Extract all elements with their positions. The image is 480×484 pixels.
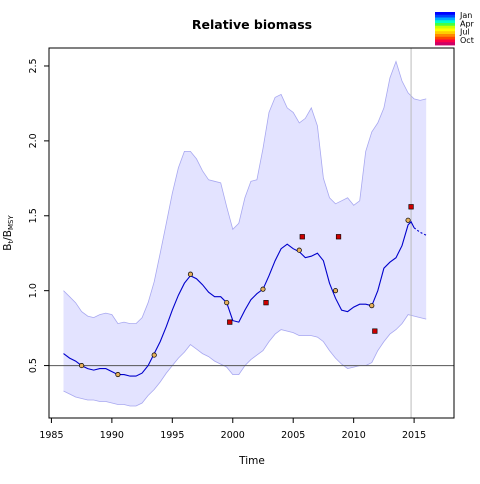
legend-label: Jul bbox=[459, 28, 470, 37]
legend-color-swatch bbox=[435, 25, 455, 29]
legend-label: Oct bbox=[460, 36, 474, 45]
legend-color-swatch bbox=[435, 42, 455, 46]
legend-color-swatch bbox=[435, 23, 455, 27]
legend-color-swatch bbox=[435, 31, 455, 35]
state-point bbox=[224, 300, 230, 306]
index-point bbox=[335, 234, 342, 240]
x-tick-label: 2005 bbox=[281, 430, 305, 441]
x-axis: 1985 1990 1995 2000 2005 2010 2015 bbox=[39, 418, 426, 441]
median-line-layer bbox=[63, 220, 427, 377]
y-axis-label-sep: /B bbox=[2, 230, 14, 241]
median-biomass-line bbox=[63, 220, 415, 377]
y-axis-label: Bt/BMSY bbox=[2, 215, 15, 251]
index-point bbox=[227, 319, 233, 325]
legend-color-swatch bbox=[435, 17, 455, 21]
legend-color-swatch bbox=[435, 39, 455, 43]
x-tick-label: 1990 bbox=[100, 430, 124, 441]
x-tick-label: 2000 bbox=[221, 430, 245, 441]
index-point bbox=[299, 234, 305, 240]
legend-color-swatch bbox=[435, 28, 455, 32]
state-point bbox=[369, 303, 375, 309]
state-point bbox=[296, 247, 302, 253]
x-tick-label: 2015 bbox=[402, 430, 426, 441]
credible-band-layer bbox=[63, 60, 427, 407]
y-tick-label: 2.5 bbox=[28, 58, 39, 73]
y-tick-label: 0.5 bbox=[28, 358, 39, 373]
state-point bbox=[79, 363, 85, 369]
legend-color-swatch bbox=[435, 12, 455, 16]
x-axis-label: Time bbox=[238, 455, 265, 467]
projection-line bbox=[413, 227, 427, 236]
x-tick-label: 2010 bbox=[342, 430, 366, 441]
state-point bbox=[260, 286, 266, 292]
upper-band-line bbox=[63, 60, 427, 325]
legend-label: Jan bbox=[459, 11, 472, 20]
x-tick-label: 1995 bbox=[160, 430, 184, 441]
y-tick-label: 2.0 bbox=[28, 133, 39, 148]
index-point bbox=[408, 204, 414, 210]
plot-frame bbox=[48, 47, 455, 419]
credible-band-area bbox=[63, 61, 427, 406]
y-tick-label: 1.5 bbox=[28, 208, 39, 223]
reference-line-layer bbox=[49, 48, 454, 418]
y-axis-label-sub-t: t bbox=[7, 241, 15, 244]
y-axis: 0.5 1.0 1.5 2.0 2.5 bbox=[28, 58, 49, 373]
x-tick-label: 1985 bbox=[39, 430, 63, 441]
state-point bbox=[115, 372, 121, 378]
legend-color-swatch bbox=[435, 14, 455, 18]
y-axis-label-sub-msy: MSY bbox=[7, 215, 15, 230]
index-point bbox=[263, 300, 269, 306]
y-tick-label: 1.0 bbox=[28, 283, 39, 298]
chart-title: Relative biomass bbox=[192, 17, 312, 32]
state-point bbox=[405, 217, 411, 223]
y-axis-label-main: B bbox=[2, 244, 14, 251]
state-point bbox=[151, 352, 157, 358]
legend-color-swatch bbox=[435, 34, 455, 38]
legend-color-swatch bbox=[435, 20, 455, 24]
legend-label: Apr bbox=[460, 19, 475, 28]
legend-color-swatch bbox=[435, 36, 455, 40]
state-point bbox=[332, 288, 339, 294]
index-point bbox=[372, 328, 378, 334]
state-point bbox=[187, 271, 193, 277]
points-layer bbox=[79, 204, 414, 378]
